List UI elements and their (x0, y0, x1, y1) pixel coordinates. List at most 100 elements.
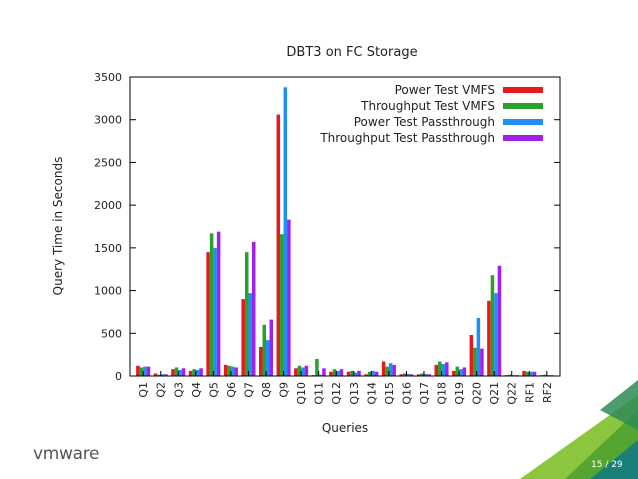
bar (480, 348, 484, 376)
bar (364, 374, 368, 376)
bar (350, 370, 354, 376)
bar (146, 366, 151, 376)
bar (455, 366, 460, 376)
bar (385, 366, 389, 376)
x-tick-label: Q17 (418, 382, 431, 405)
bar (459, 369, 463, 376)
x-tick-label: Q11 (313, 382, 326, 405)
bar (315, 358, 319, 376)
bar (332, 369, 337, 376)
vmware-logo: vmware (33, 444, 100, 464)
bar (153, 373, 158, 376)
bar (276, 114, 281, 376)
bar (469, 334, 474, 376)
legend-swatch (503, 103, 543, 109)
bar (262, 324, 267, 376)
y-tick-label: 500 (101, 327, 122, 340)
bar (181, 368, 186, 376)
x-tick-label: Q3 (172, 382, 185, 398)
legend-swatch (503, 119, 543, 125)
bar (416, 374, 421, 376)
y-tick-label: 2500 (94, 156, 122, 169)
legend-label: Throughput Test VMFS (360, 99, 495, 113)
bar (367, 371, 372, 376)
bar (139, 367, 144, 376)
logo-text: vmware (33, 444, 100, 464)
bar (230, 366, 235, 376)
bar (322, 368, 326, 376)
bar (269, 319, 274, 376)
x-tick-label: Q18 (436, 382, 449, 405)
bar (357, 370, 361, 376)
bar (241, 299, 245, 376)
y-tick-label: 3500 (94, 71, 122, 84)
x-tick-label: Q7 (243, 382, 256, 398)
plot-frame (129, 76, 561, 377)
bar (353, 372, 358, 376)
bar (346, 371, 351, 376)
x-tick-label: Q19 (453, 382, 466, 405)
x-tick-label: Q20 (471, 382, 484, 405)
bar (476, 317, 481, 376)
bar (192, 369, 196, 376)
bar (227, 365, 231, 376)
bar (487, 300, 491, 376)
y-axis-label: Query Time in Seconds (51, 157, 65, 296)
legend-label: Power Test Passthrough (354, 115, 495, 129)
bar (508, 374, 512, 376)
bar (381, 361, 386, 376)
bar (445, 362, 449, 376)
bar (209, 233, 214, 376)
x-tick-label: Q1 (137, 382, 150, 398)
legend-swatch (503, 87, 543, 93)
bar (318, 374, 323, 376)
y-tick-label: 3000 (94, 114, 122, 127)
x-tick-label: Q2 (155, 382, 168, 398)
bar (543, 374, 547, 376)
bar (494, 293, 498, 376)
bar (438, 361, 442, 376)
bar (441, 364, 446, 376)
legend-label: Throughput Test Passthrough (319, 131, 495, 145)
x-tick-label: RF2 (541, 382, 554, 403)
legend-label: Power Test VMFS (395, 83, 495, 97)
legend-swatch (503, 135, 543, 141)
bar (143, 366, 147, 376)
bar (160, 374, 165, 376)
bar (251, 241, 256, 376)
x-tick-label: Q6 (225, 382, 238, 398)
bar (392, 364, 396, 376)
bar (434, 364, 439, 376)
bar (171, 369, 175, 376)
bar (462, 367, 467, 376)
page-number: 15 / 29 (591, 460, 623, 470)
bar (304, 365, 309, 376)
chart-title: DBT3 on FC Storage (286, 45, 417, 60)
bar (297, 365, 302, 376)
bar (266, 340, 270, 376)
bar (223, 364, 228, 376)
bar (234, 367, 238, 376)
bar (473, 347, 477, 376)
bar (294, 368, 298, 376)
bar (157, 374, 161, 376)
bar (336, 370, 340, 376)
x-tick-label: Q22 (506, 382, 519, 405)
x-tick-label: Q14 (365, 382, 378, 405)
bar (420, 373, 424, 376)
bar (283, 87, 288, 376)
bar (213, 247, 217, 376)
bar (402, 373, 407, 376)
bar (406, 373, 410, 376)
bar (244, 252, 249, 376)
bar (452, 370, 456, 376)
bar (525, 371, 530, 376)
x-tick-label: Q10 (295, 382, 308, 405)
bar (301, 367, 305, 376)
bar (409, 374, 414, 376)
x-tick-label: Q9 (278, 382, 291, 398)
bar (497, 265, 502, 376)
bar (339, 369, 344, 376)
bar (199, 368, 203, 376)
